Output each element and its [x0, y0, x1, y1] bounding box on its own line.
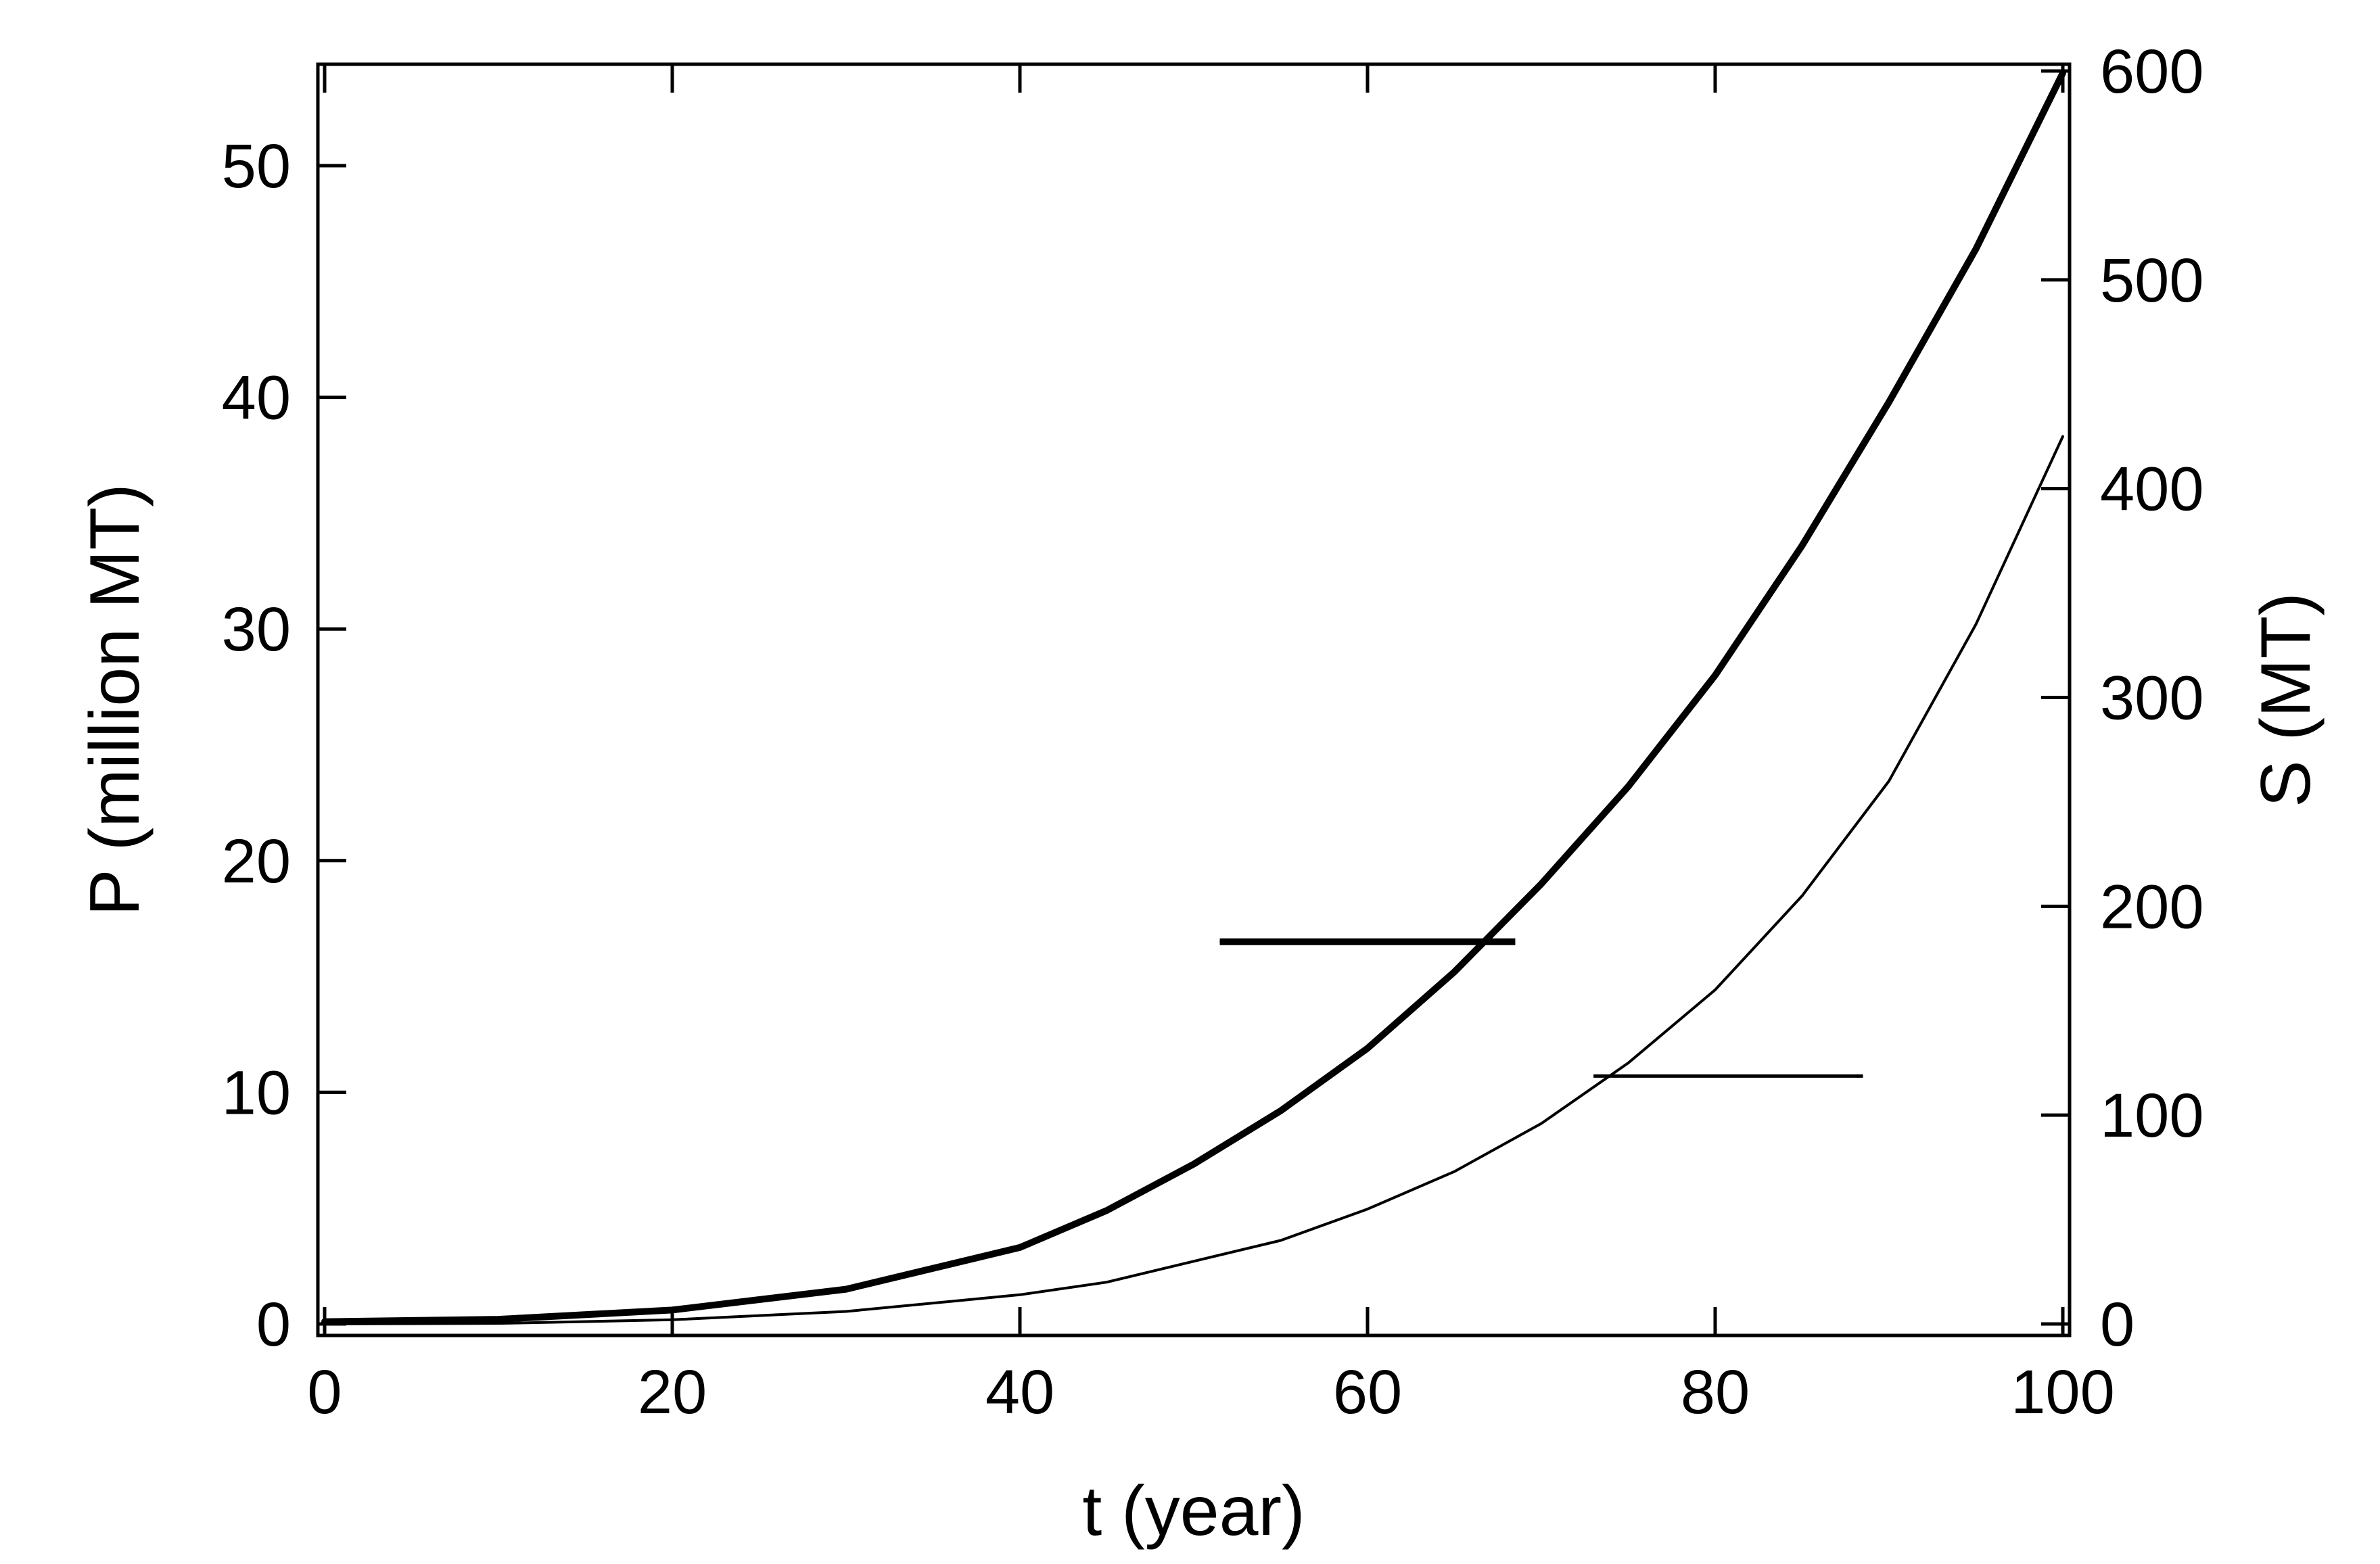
arrow-layer [1219, 938, 1864, 1079]
right-y-axis-title: S (MT) [2247, 592, 2325, 807]
x-tick-label: 100 [2011, 1358, 2115, 1427]
left-y-tick-label: 50 [222, 132, 291, 201]
right-y-tick-label: 100 [2100, 1081, 2204, 1150]
left-y-axis-ticks: 0 10 20 30 40 50 [222, 132, 346, 1359]
left-y-tick-label: 0 [256, 1290, 291, 1359]
right-y-axis-ticks: 0 100 200 300 400 500 600 [2041, 37, 2204, 1359]
x-axis-ticks: 0 20 40 60 80 100 [307, 64, 2115, 1427]
x-tick-label: 40 [985, 1358, 1054, 1427]
series-line-s [323, 435, 2064, 1325]
right-y-tick-label: 300 [2100, 664, 2204, 733]
x-tick-label: 80 [1681, 1358, 1750, 1427]
right-y-tick-label: 0 [2100, 1290, 2134, 1359]
left-y-tick-label: 40 [222, 364, 291, 433]
right-y-tick-label: 400 [2100, 455, 2204, 524]
left-y-axis-title: P (million MT) [76, 483, 154, 916]
series-layer [321, 70, 2066, 1325]
left-y-tick-label: 30 [222, 595, 291, 664]
left-y-tick-label: 10 [222, 1058, 291, 1127]
series-line-p [321, 70, 2066, 1325]
right-y-tick-label: 200 [2100, 872, 2204, 941]
right-y-tick-label: 500 [2100, 246, 2204, 315]
x-axis-title: t (year) [1082, 1472, 1305, 1550]
left-y-tick-label: 20 [222, 827, 291, 896]
right-y-tick-label: 600 [2100, 37, 2204, 106]
x-tick-label: 0 [307, 1358, 342, 1427]
plot-frame [316, 62, 2072, 1337]
x-tick-label: 60 [1333, 1358, 1402, 1427]
x-tick-label: 20 [638, 1358, 707, 1427]
